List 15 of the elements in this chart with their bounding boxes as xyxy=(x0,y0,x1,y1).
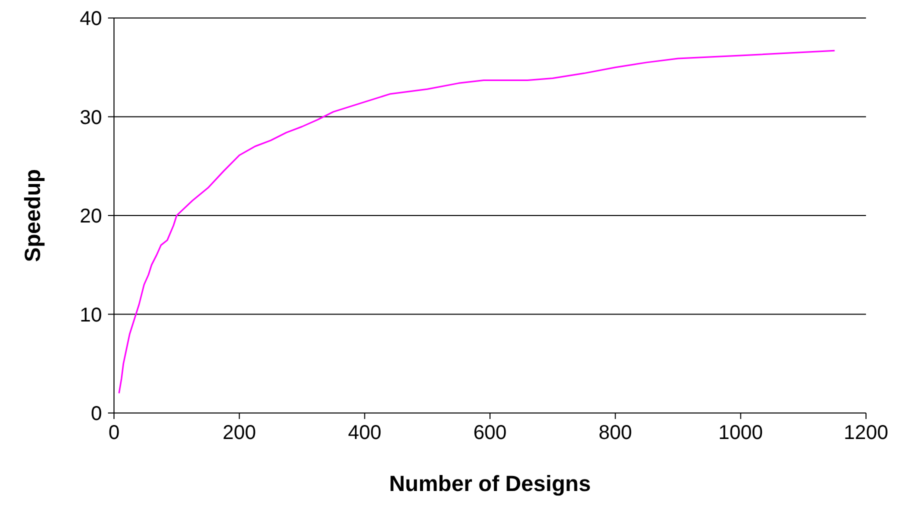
y-tick-label: 40 xyxy=(80,8,102,30)
y-axis-title: Speedup xyxy=(20,169,45,262)
y-tick-label: 30 xyxy=(80,106,102,129)
y-tick-label: 20 xyxy=(80,206,102,228)
x-axis-title: Number of Designs xyxy=(389,471,591,496)
x-tick-label: 1000 xyxy=(718,422,763,444)
x-tick-label: 600 xyxy=(473,422,507,444)
y-tick-label: 10 xyxy=(80,304,102,326)
x-tick-label: 400 xyxy=(348,422,382,444)
x-tick-label: 200 xyxy=(222,422,256,444)
x-tick-label: 800 xyxy=(598,422,632,444)
x-tick-label: 0 xyxy=(108,422,120,444)
line-series xyxy=(118,50,836,394)
y-tick-label: 0 xyxy=(90,403,102,426)
x-tick-label: 1200 xyxy=(844,422,888,444)
